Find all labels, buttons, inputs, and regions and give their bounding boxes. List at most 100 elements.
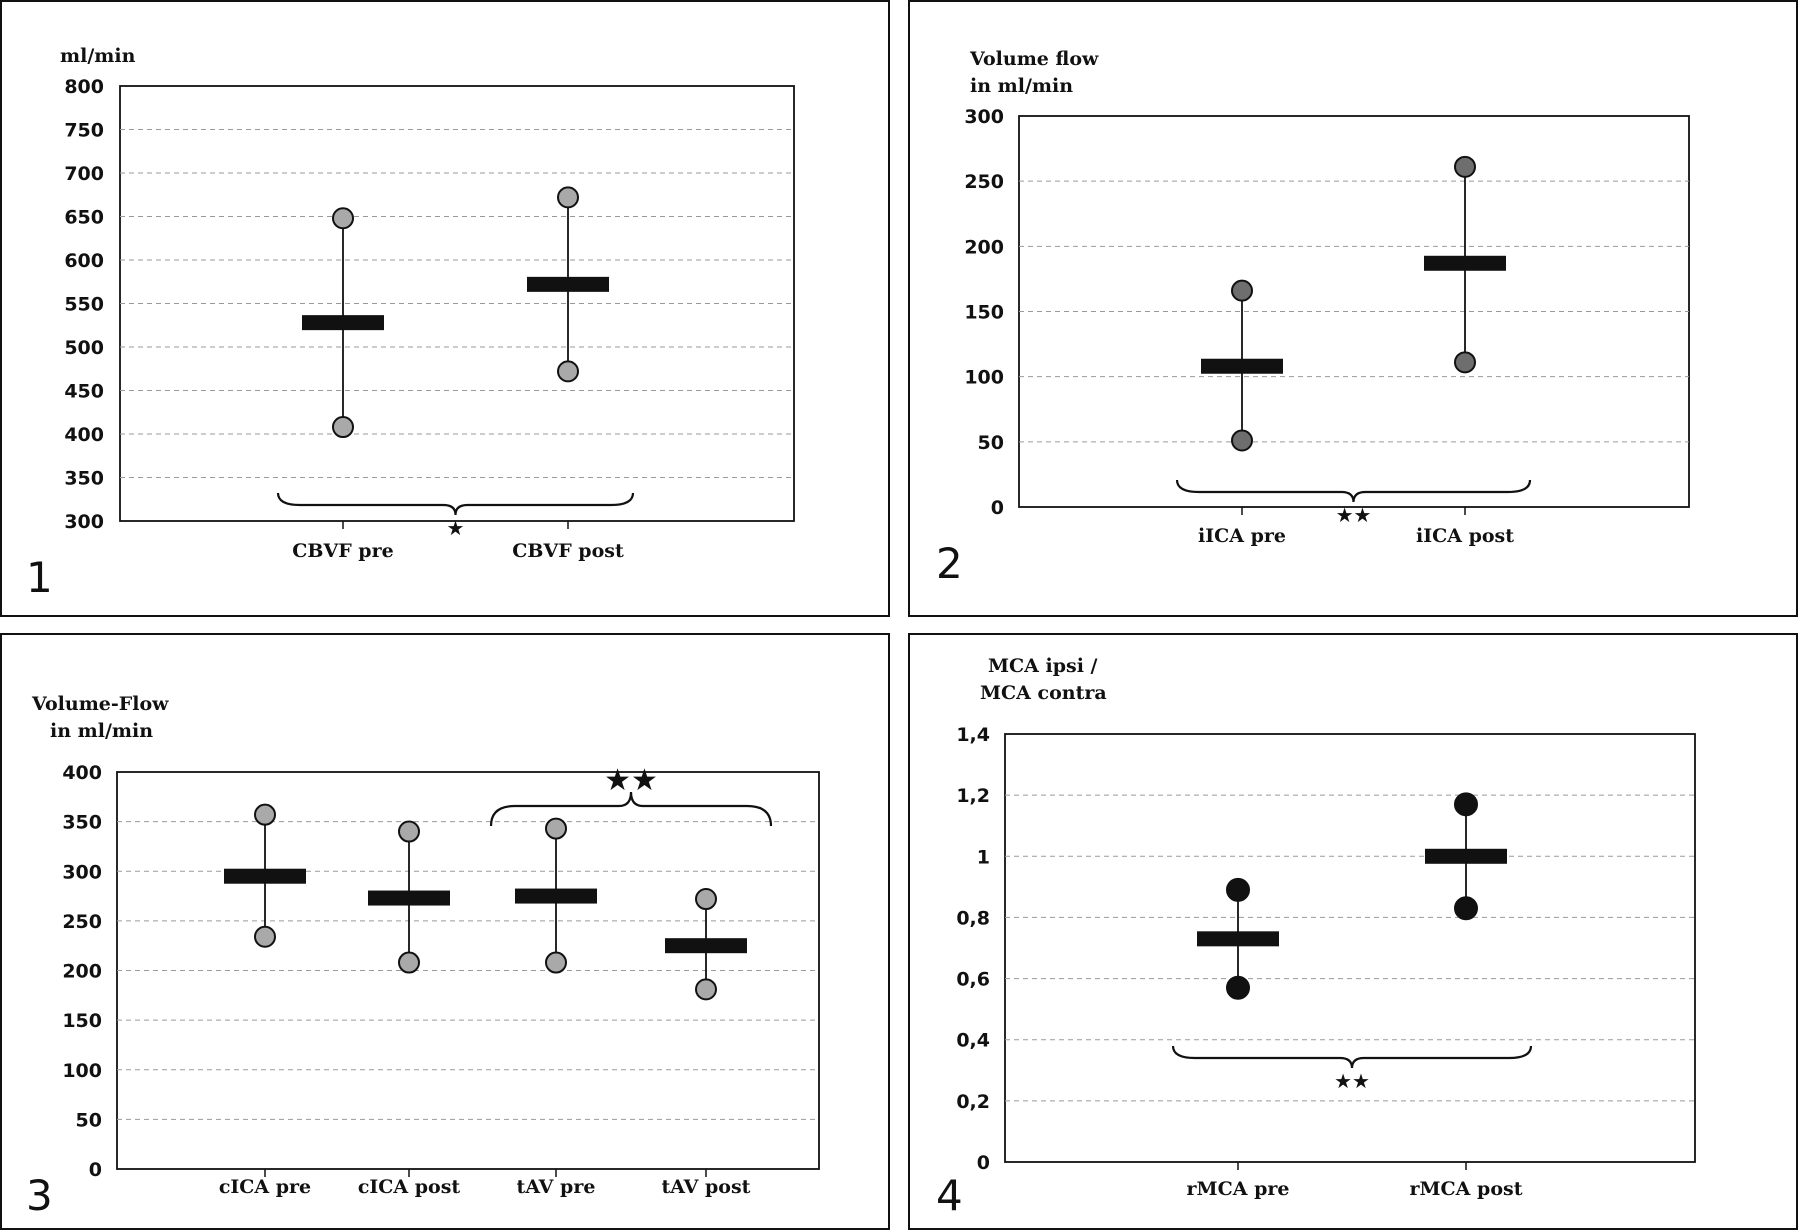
panel-2-significance: ★★ [1175, 479, 1532, 527]
category-label: tAV post [662, 1176, 751, 1198]
panel-3-y-axis-label-line-2: in ml/min [50, 720, 153, 742]
y-tick-label: 700 [64, 163, 104, 185]
y-tick-label: 100 [62, 1060, 102, 1082]
min-point [1454, 896, 1478, 921]
y-tick-label: 0 [991, 497, 1004, 519]
y-tick-label: 1,4 [956, 724, 990, 746]
panel-3-border [0, 633, 890, 1230]
y-tick-label: 1,2 [956, 785, 990, 807]
y-tick-label: 150 [62, 1010, 102, 1032]
max-point [1231, 279, 1253, 302]
y-tick-label: 300 [64, 511, 104, 533]
panel-3: 0 50 100 150 200 250 300 350 400 cICA pre cICA po… [0, 633, 890, 1230]
y-tick-label: 0,6 [956, 969, 990, 991]
y-tick-label: 200 [964, 236, 1004, 258]
significance-stars: ★ [447, 516, 465, 540]
y-tick-label: 50 [76, 1109, 102, 1131]
y-tick-label: 450 [64, 381, 104, 403]
panel-2-number: 2 [936, 539, 963, 588]
category-label: tAV pre [517, 1176, 596, 1198]
panel-1-y-tick-labels: 300 350 400 450 500 550 600 650 700 750 800 [64, 76, 104, 533]
panel-2-y-axis-label-line-1: Volume flow [969, 48, 1099, 70]
panel-1-gridlines [120, 129, 794, 478]
category-label: rMCA pre [1187, 1178, 1290, 1200]
significance-stars: ★★ [1336, 503, 1372, 527]
max-point [398, 820, 420, 843]
panel-2-y-tick-labels: 0 50 100 150 200 250 300 [964, 106, 1004, 519]
panel-4: 0 0,2 0,4 0,6 0,8 1 1,2 1,4 rMCA pre rMCA post ★… [908, 633, 1798, 1230]
panel-2-category-labels: iICA pre iICA post [1198, 507, 1514, 547]
panel-1-series [302, 186, 609, 439]
panel-4-gridlines [1005, 794, 1695, 1102]
y-tick-label: 400 [62, 762, 102, 784]
min-point [1226, 975, 1250, 1000]
y-tick-label: 650 [64, 207, 104, 229]
panel-4-category-labels: rMCA pre rMCA post [1187, 1162, 1523, 1200]
y-tick-label: 750 [64, 120, 104, 142]
y-tick-label: 1 [977, 846, 990, 868]
significance-brace [1175, 479, 1532, 503]
y-tick-label: 500 [64, 337, 104, 359]
y-tick-label: 50 [978, 432, 1004, 454]
panel-3-category-labels: cICA pre cICA post tAV pre tAV post [219, 1169, 751, 1198]
panel-4-number: 4 [936, 1171, 963, 1220]
min-point [1231, 429, 1253, 452]
min-point [557, 360, 579, 383]
significance-brace [1171, 1045, 1533, 1069]
y-tick-label: 150 [964, 302, 1004, 324]
mean-bar [1201, 358, 1283, 374]
panel-2-y-axis-label: Volume flow in ml/min [969, 48, 1105, 97]
y-tick-label: 350 [62, 812, 102, 834]
category-label: rMCA post [1410, 1178, 1523, 1200]
panel-4-significance: ★★ [1171, 1045, 1533, 1093]
y-tick-label: 0 [89, 1159, 102, 1181]
y-tick-label: 0,8 [956, 907, 990, 929]
y-tick-label: 0 [977, 1152, 990, 1174]
max-point [545, 817, 567, 840]
category-label: iICA pre [1198, 525, 1286, 547]
significance-stars: ★★ [1334, 1069, 1370, 1093]
mean-bar [1424, 255, 1506, 271]
panel-1-category-labels: CBVF pre CBVF post [292, 521, 624, 562]
panel-2-series [1201, 155, 1506, 452]
y-tick-label: 250 [62, 911, 102, 933]
category-label: CBVF post [512, 540, 624, 562]
y-tick-label: 550 [64, 294, 104, 316]
mean-bar [515, 888, 597, 904]
min-point [254, 925, 276, 948]
panel-3-series [224, 803, 747, 1001]
max-point [1454, 792, 1478, 817]
category-label: cICA post [358, 1176, 461, 1198]
panel-4-y-axis-label: MCA ipsi / MCA contra [980, 655, 1107, 704]
panel-4-plot-area [1004, 733, 1696, 1163]
min-point [332, 416, 354, 439]
panel-3-y-tick-labels: 0 50 100 150 200 250 300 350 400 [62, 762, 102, 1181]
y-tick-label: 100 [964, 367, 1004, 389]
y-tick-label: 250 [964, 171, 1004, 193]
panel-4-series [1197, 792, 1507, 1000]
max-point [1226, 877, 1250, 902]
panel-3-y-axis-label: Volume-Flow in ml/min [31, 693, 175, 742]
significance-brace [276, 492, 635, 516]
min-point [1454, 351, 1476, 374]
max-point [557, 186, 579, 209]
panel-3-y-axis-label-line-1: Volume-Flow [31, 693, 169, 715]
panel-2-gridlines [1019, 180, 1689, 443]
y-tick-label: 0,2 [956, 1091, 990, 1113]
min-point [695, 978, 717, 1001]
panel-1-border [0, 0, 890, 617]
min-point [545, 951, 567, 974]
max-point [332, 207, 354, 230]
mean-bar [302, 315, 384, 331]
mean-bar [1425, 848, 1507, 864]
panel-3-significance: ★★ [489, 763, 773, 827]
y-tick-label: 0,4 [956, 1030, 990, 1052]
significance-brace [489, 791, 773, 827]
category-label: CBVF pre [292, 540, 393, 562]
max-point [254, 803, 276, 826]
panel-1-significance: ★ [276, 492, 635, 540]
panel-2-y-axis-label-line-2: in ml/min [970, 75, 1073, 97]
panel-2-border [908, 0, 1798, 617]
y-tick-label: 300 [964, 106, 1004, 128]
panel-1: 300 350 400 450 500 550 600 650 700 750 800 CBVF p… [0, 0, 890, 617]
